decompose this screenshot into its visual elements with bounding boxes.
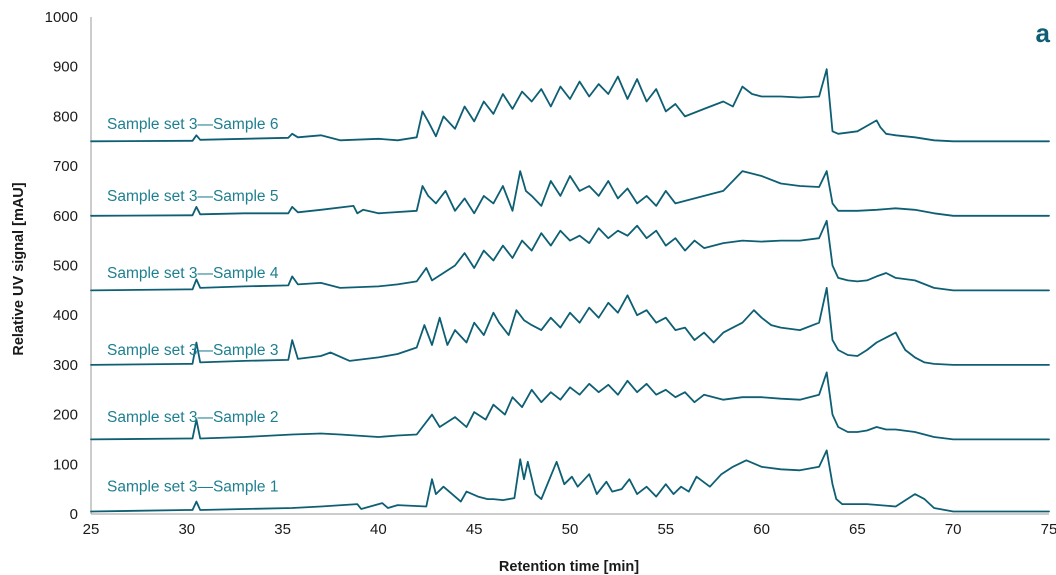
trace-sample-3 [90, 287, 1050, 366]
y-tick-label: 500 [53, 258, 78, 275]
trace-sample-4 [90, 219, 1050, 292]
axes [90, 17, 1049, 515]
x-axis-title: Retention time [min] [499, 559, 639, 575]
x-tick-label: 25 [83, 521, 100, 538]
series-label-sample-5: Sample set 3—Sample 5 [107, 188, 278, 205]
series-label-sample-3: Sample set 3—Sample 3 [107, 342, 278, 359]
x-tick-label: 70 [945, 521, 962, 538]
trace-sample-1 [90, 449, 1050, 513]
x-tick-label: 65 [849, 521, 866, 538]
series-labels: Sample set 3—Sample 1 Sample set 3—Sample… [107, 116, 279, 496]
y-tick-label: 400 [53, 307, 78, 324]
x-tick-label: 30 [178, 521, 195, 538]
y-tick-labels: 0 100 200 300 400 500 600 700 800 900 1000 [45, 9, 78, 523]
trace-sample-6 [90, 68, 1050, 143]
x-tick-label: 55 [657, 521, 674, 538]
series-label-sample-4: Sample set 3—Sample 4 [107, 265, 279, 282]
x-tick-label: 50 [562, 521, 579, 538]
trace-sample-5 [90, 170, 1050, 217]
y-tick-label: 800 [53, 108, 78, 125]
trace-lines [90, 68, 1050, 513]
y-tick-label: 200 [53, 407, 78, 424]
x-tick-label: 75 [1041, 521, 1056, 538]
y-tick-label: 900 [53, 59, 78, 76]
y-axis-title: Relative UV signal [mAU] [11, 182, 27, 355]
y-tick-label: 300 [53, 357, 78, 374]
x-tick-label: 60 [753, 521, 770, 538]
series-label-sample-1: Sample set 3—Sample 1 [107, 479, 278, 496]
panel-letter: a [1036, 18, 1051, 48]
y-tick-label: 0 [70, 506, 78, 523]
x-tick-label: 35 [274, 521, 291, 538]
series-label-sample-6: Sample set 3—Sample 6 [107, 116, 278, 133]
y-tick-label: 700 [53, 158, 78, 175]
trace-sample-2 [90, 371, 1050, 441]
x-tick-label: 40 [370, 521, 387, 538]
series-label-sample-2: Sample set 3—Sample 2 [107, 409, 278, 426]
x-tick-labels: 25 30 35 40 45 50 55 60 65 70 75 [83, 521, 1056, 538]
x-tick-label: 45 [466, 521, 483, 538]
y-tick-label: 100 [53, 456, 78, 473]
y-tick-label: 1000 [45, 9, 78, 26]
y-tick-label: 600 [53, 208, 78, 225]
